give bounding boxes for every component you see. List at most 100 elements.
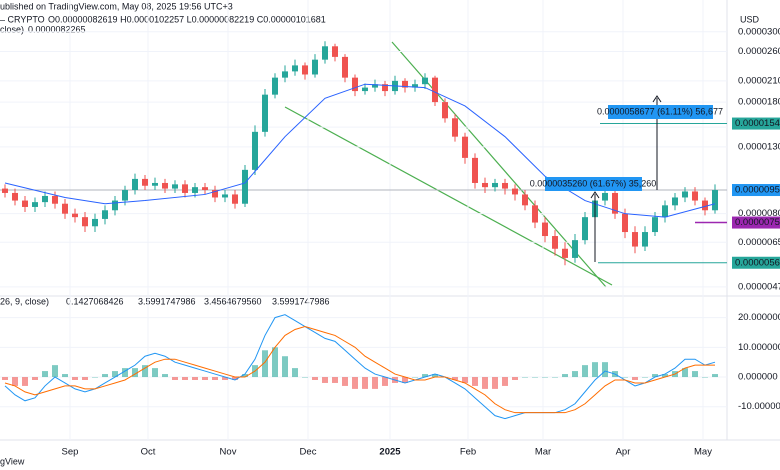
x-tick-label: Apr	[616, 447, 631, 458]
histogram-bar	[522, 377, 528, 378]
candle-body	[62, 203, 68, 214]
candle-body	[272, 77, 278, 95]
candle-body	[512, 188, 518, 195]
histogram-bar	[82, 377, 88, 380]
candle-body	[622, 213, 628, 233]
macd-line	[4, 314, 716, 420]
footer: gView	[0, 456, 25, 466]
candle-body	[542, 222, 548, 237]
candle-body	[202, 187, 208, 191]
candle-body	[312, 59, 318, 75]
histogram-bar	[312, 377, 318, 380]
candle-body	[12, 192, 18, 201]
histogram-bar	[462, 377, 468, 383]
histogram-bar	[172, 377, 178, 380]
y-tick-label: 0.0000210	[738, 75, 780, 86]
symbol: – CRYPTO	[0, 14, 45, 24]
macd-readout: 3.4564679560	[204, 296, 262, 306]
candle-body	[122, 190, 128, 201]
histogram-bar	[122, 368, 128, 378]
histogram-bar	[192, 377, 198, 380]
level-box	[732, 256, 780, 269]
histogram-bar	[682, 368, 688, 378]
histogram-bar	[282, 356, 288, 378]
candle-body	[82, 217, 88, 227]
macd-readout: 3.5991747986	[138, 296, 196, 306]
histogram-bar	[492, 377, 498, 389]
histogram-bar	[482, 377, 488, 389]
histogram-bar	[692, 371, 698, 378]
y-tick-label: 0.0000300	[738, 26, 780, 37]
ma-label: close)	[0, 24, 24, 34]
histogram-bar	[432, 374, 438, 378]
macd-readout: 0.1427068426	[66, 296, 124, 306]
histogram-bar	[232, 377, 238, 380]
level-box	[732, 117, 780, 130]
candle-body	[652, 217, 658, 233]
candle-body	[72, 213, 78, 218]
candle-body	[262, 94, 268, 132]
histogram-bar	[92, 377, 98, 378]
y-tick-label: 0.0000047	[738, 281, 780, 292]
candle-body	[302, 65, 308, 75]
level-label: 0.0000075	[735, 217, 780, 228]
y-tick-label: 0.0000130	[738, 141, 780, 152]
y-tick-label: -10.000000	[738, 401, 780, 412]
histogram-bar	[592, 362, 598, 378]
candle-body	[612, 192, 618, 214]
candle-body	[502, 182, 508, 189]
annotation-box	[608, 105, 713, 119]
histogram-bar	[72, 377, 78, 380]
histogram-bar	[622, 377, 628, 378]
candle-body	[42, 195, 48, 203]
candle-body	[692, 191, 698, 201]
candle-body	[522, 194, 528, 206]
level-label: 0.0000095	[735, 185, 780, 196]
candle-body	[382, 84, 388, 92]
histogram-bar	[512, 377, 518, 380]
histogram-bar	[102, 374, 108, 378]
currency: USD	[740, 14, 760, 24]
candle-body	[2, 188, 8, 193]
histogram-bar	[292, 368, 298, 378]
histogram-bar	[262, 350, 268, 378]
histogram-bar	[362, 377, 368, 389]
histogram-bar	[452, 377, 458, 380]
candle-body	[172, 184, 178, 189]
histogram-bar	[42, 371, 48, 378]
macd-pane: 20.000000 10.000000 0.000000 -10.000000	[0, 312, 780, 420]
level-label: 0.0000056	[735, 257, 780, 268]
candle-body	[462, 136, 468, 158]
candle-body	[372, 84, 378, 88]
histogram-bar	[112, 371, 118, 378]
y-tick-label: 10.000000	[738, 342, 780, 353]
x-tick-label: Feb	[460, 447, 476, 458]
candle-body	[352, 77, 358, 92]
candle-body	[92, 218, 98, 227]
candle-body	[342, 56, 348, 78]
histogram-bar	[182, 377, 188, 380]
histogram-bar	[502, 377, 508, 386]
candle-body	[412, 84, 418, 88]
candle-body	[192, 187, 198, 193]
level-box	[732, 184, 780, 197]
candle-body	[432, 77, 438, 103]
candle-body	[52, 195, 58, 204]
histogram-bar	[542, 377, 548, 378]
histogram-bar	[52, 365, 58, 378]
histogram-bar	[352, 377, 358, 389]
ma-value: 0.0000082265	[28, 24, 86, 34]
histogram-bar	[562, 374, 568, 378]
candle-body	[712, 190, 718, 211]
histogram-bar	[62, 374, 68, 378]
candle-body	[132, 178, 138, 191]
macd-title: 26, 9, close)	[0, 296, 49, 306]
candle-body	[562, 248, 568, 258]
histogram-bar	[572, 371, 578, 378]
arrow-head	[590, 191, 600, 199]
histogram-bar	[642, 377, 648, 378]
x-tick-label: Sep	[62, 447, 79, 458]
candle-body	[112, 200, 118, 211]
level-box	[732, 216, 780, 229]
